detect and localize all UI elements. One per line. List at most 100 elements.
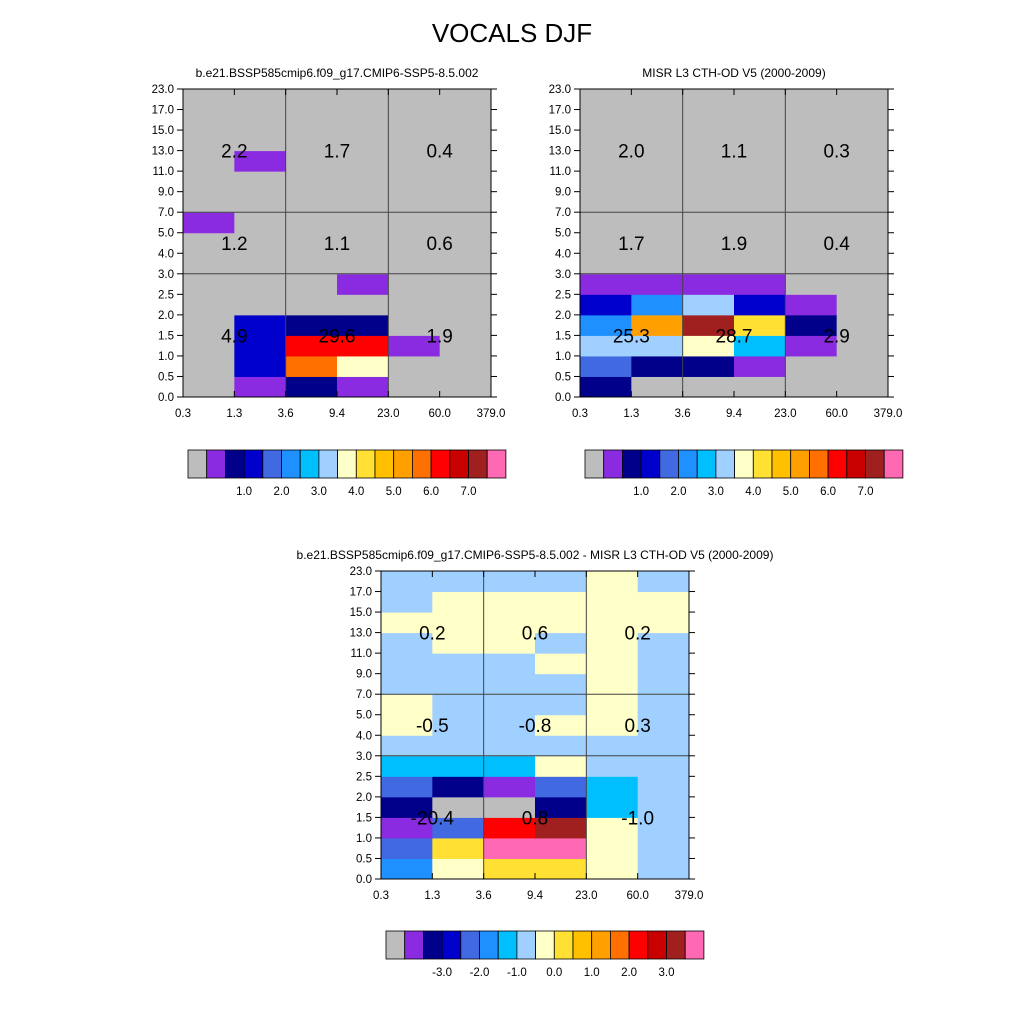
y-tick-label: 0.0 bbox=[356, 874, 372, 886]
y-tick-label: 17.0 bbox=[549, 105, 571, 117]
heatmap-cell bbox=[682, 376, 735, 398]
heatmap-cell bbox=[734, 130, 786, 152]
heatmap-cell bbox=[388, 109, 441, 131]
heatmap-cell bbox=[785, 109, 838, 131]
heatmap-cell bbox=[586, 694, 639, 716]
heatmap-cell bbox=[580, 130, 632, 152]
heatmap-cell bbox=[580, 273, 632, 295]
heatmap-cell bbox=[483, 571, 536, 593]
heatmap-cell bbox=[637, 837, 690, 859]
heatmap-panel: b.e21.BSSP585cmip6.f09_g17.CMIP6-SSP5-8.… bbox=[297, 548, 774, 902]
heatmap-cell bbox=[631, 355, 684, 377]
heatmap-cell bbox=[586, 632, 639, 654]
heatmap-cell bbox=[586, 591, 639, 613]
colorbar-label: 7.0 bbox=[461, 486, 477, 498]
heatmap-cell bbox=[285, 171, 338, 193]
y-tick-label: 23.0 bbox=[152, 84, 174, 96]
colorbar-box bbox=[591, 930, 611, 960]
block-value-label: 1.9 bbox=[426, 326, 452, 347]
heatmap-cell bbox=[836, 314, 889, 336]
page-title: VOCALS DJF bbox=[431, 18, 593, 48]
x-tick-label: 60.0 bbox=[825, 408, 847, 420]
heatmap-cell bbox=[483, 694, 536, 716]
y-tick-label: 9.0 bbox=[356, 669, 372, 681]
heatmap-cell bbox=[388, 212, 441, 234]
heatmap-cell bbox=[631, 191, 684, 213]
heatmap-cell bbox=[836, 89, 889, 111]
heatmap-cell bbox=[631, 150, 684, 172]
colorbar-box bbox=[572, 930, 593, 960]
heatmap-cell bbox=[785, 294, 838, 316]
heatmap-cell bbox=[234, 89, 287, 111]
heatmap-cell bbox=[631, 212, 684, 234]
subplot-title: b.e21.BSSP585cmip6.f09_g17.CMIP6-SSP5-8.… bbox=[196, 66, 479, 80]
x-tick-label: 0.3 bbox=[572, 408, 588, 420]
heatmap-cell bbox=[337, 253, 389, 275]
colorbar-box bbox=[790, 449, 810, 479]
heatmap-cell bbox=[535, 673, 587, 695]
colorbar-label: -3.0 bbox=[432, 967, 452, 979]
y-tick-label: 5.0 bbox=[356, 710, 372, 722]
colorbar-label: 6.0 bbox=[423, 486, 439, 498]
heatmap-cell bbox=[388, 273, 441, 295]
x-tick-label: 23.0 bbox=[575, 890, 597, 902]
heatmap-cell bbox=[234, 150, 287, 172]
block-value-label: 1.2 bbox=[221, 234, 247, 255]
heatmap-cell bbox=[285, 314, 338, 336]
heatmap-cell bbox=[580, 171, 632, 193]
heatmap-cell bbox=[586, 837, 639, 859]
colorbar: -3.0 -2.0 -1.0 0.0 1.0 2.0 3.0 bbox=[385, 930, 705, 979]
heatmap-cell bbox=[337, 130, 389, 152]
heatmap-cell bbox=[682, 150, 735, 172]
colorbar-box bbox=[771, 449, 792, 479]
heatmap-cell bbox=[785, 335, 838, 357]
heatmap-cell bbox=[836, 273, 889, 295]
heatmap-cell bbox=[337, 294, 389, 316]
heatmap-cell bbox=[381, 735, 433, 757]
heatmap-cell bbox=[337, 273, 389, 295]
block-value-label: 0.4 bbox=[426, 142, 453, 163]
heatmap-cell bbox=[234, 273, 287, 295]
heatmap-cell bbox=[637, 571, 690, 593]
heatmap-cell bbox=[381, 612, 433, 634]
heatmap-cell bbox=[381, 714, 433, 736]
heatmap-cell bbox=[586, 755, 639, 777]
colorbar-box bbox=[404, 930, 424, 960]
x-tick-label: 3.6 bbox=[476, 890, 492, 902]
heatmap-cell bbox=[836, 191, 889, 213]
heatmap-cell bbox=[439, 314, 492, 336]
heatmap-cell bbox=[535, 796, 587, 818]
x-tick-label: 1.3 bbox=[623, 408, 639, 420]
heatmap-cell bbox=[535, 755, 587, 777]
heatmap-cell bbox=[285, 376, 338, 398]
block-value-label: 29.6 bbox=[319, 326, 356, 347]
heatmap-cell bbox=[381, 858, 433, 880]
heatmap-cell bbox=[580, 376, 632, 398]
heatmap-cell bbox=[836, 294, 889, 316]
y-tick-label: 7.0 bbox=[555, 207, 571, 219]
heatmap-cell bbox=[637, 632, 690, 654]
y-tick-label: 23.0 bbox=[350, 566, 372, 578]
heatmap-cell bbox=[580, 355, 632, 377]
heatmap-cell bbox=[381, 591, 433, 613]
y-tick-label: 2.0 bbox=[158, 310, 174, 322]
y-tick-label: 13.0 bbox=[350, 628, 372, 640]
heatmap-cell bbox=[439, 294, 492, 316]
colorbar-box bbox=[385, 930, 406, 960]
x-tick-label: 1.3 bbox=[226, 408, 242, 420]
block-value-label: 25.3 bbox=[613, 326, 650, 347]
y-tick-label: 13.0 bbox=[152, 146, 174, 158]
heatmap-cell bbox=[580, 89, 632, 111]
y-tick-label: 1.0 bbox=[158, 351, 174, 363]
heatmap-cell bbox=[337, 314, 389, 336]
block-value-label: 0.6 bbox=[522, 624, 548, 645]
colorbar-box bbox=[355, 449, 376, 479]
block-value-label: 0.2 bbox=[624, 624, 650, 645]
colorbar-label: 5.0 bbox=[386, 486, 402, 498]
heatmap-cell bbox=[580, 150, 632, 172]
y-tick-label: 13.0 bbox=[549, 146, 571, 158]
heatmap-cell bbox=[337, 89, 389, 111]
colorbar-label: 7.0 bbox=[858, 486, 874, 498]
y-tick-label: 17.0 bbox=[152, 105, 174, 117]
